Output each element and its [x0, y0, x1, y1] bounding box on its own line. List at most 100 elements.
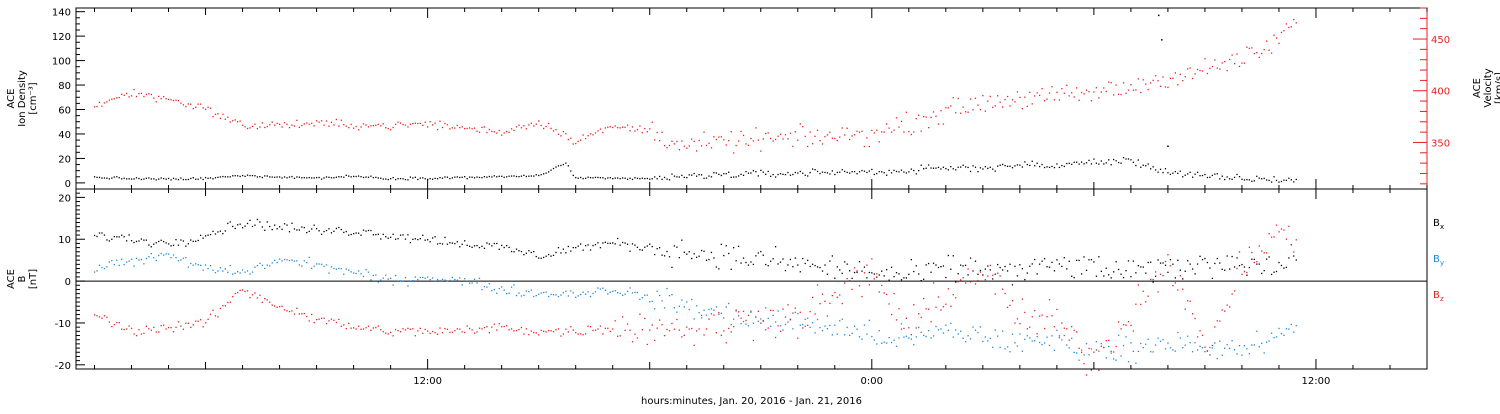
bz-point: [496, 329, 498, 331]
by-point: [557, 295, 560, 298]
bx-point: [281, 228, 283, 230]
bz-point: [397, 330, 399, 332]
bx-point: [1127, 260, 1130, 262]
bx-point: [503, 246, 505, 249]
density-point: [1191, 176, 1194, 178]
velocity-point: [229, 121, 231, 123]
bz-point: [402, 328, 404, 330]
bx-point: [634, 244, 636, 246]
velocity-point: [232, 120, 234, 122]
by-point: [572, 292, 574, 294]
by-point: [688, 308, 690, 311]
bz-point: [239, 289, 241, 292]
density-point: [1061, 164, 1063, 167]
by-point: [1172, 349, 1174, 351]
density-point: [905, 172, 908, 174]
by-point: [1048, 344, 1051, 347]
by-point: [1100, 343, 1102, 345]
bz-point: [165, 328, 167, 330]
velocity-point: [708, 142, 710, 144]
bz-point: [979, 271, 982, 273]
density-point: [204, 176, 207, 179]
velocity-point: [809, 131, 811, 133]
bz-point: [994, 293, 996, 295]
by-point: [111, 259, 113, 262]
bz-point: [555, 329, 557, 331]
bz-point: [757, 310, 759, 312]
bz-point: [742, 310, 745, 313]
density-point: [937, 166, 940, 169]
bx-point: [908, 273, 910, 276]
by-point: [809, 326, 811, 329]
density-point: [750, 172, 752, 174]
bx-point: [439, 242, 441, 245]
bz-point: [1263, 252, 1265, 254]
velocity-point: [367, 126, 370, 128]
bx-point: [668, 256, 671, 258]
by-point: [106, 266, 108, 268]
by-point: [1226, 344, 1228, 346]
bz-point: [367, 325, 370, 327]
density-point: [1066, 162, 1068, 165]
bx-point: [158, 240, 160, 243]
by-point: [330, 266, 333, 268]
velocity-point: [683, 145, 685, 147]
by-point: [1056, 329, 1058, 331]
bx-point: [787, 264, 789, 266]
velocity-point: [728, 140, 730, 142]
bx-point: [1238, 264, 1241, 267]
density-point: [281, 177, 283, 179]
velocity-point: [871, 129, 873, 132]
bz-point: [807, 324, 809, 326]
bz-point: [1268, 232, 1270, 235]
density-point: [631, 178, 634, 181]
density-point: [520, 175, 523, 177]
density-point: [1056, 163, 1058, 165]
by-point: [656, 290, 658, 293]
bz-point: [1270, 236, 1273, 238]
bx-point: [212, 230, 214, 233]
density-point: [1288, 177, 1290, 179]
bx-point: [436, 243, 439, 245]
bz-point: [592, 329, 594, 332]
bz-point: [858, 285, 861, 287]
velocity-point: [543, 127, 545, 130]
by-point: [779, 325, 782, 327]
velocity-tick-label: 400: [1431, 87, 1450, 98]
velocity-point: [167, 98, 170, 101]
bx-point: [1209, 267, 1211, 269]
velocity-point: [1093, 91, 1095, 93]
by-point: [937, 329, 940, 331]
by-point: [644, 294, 646, 296]
velocity-point: [330, 121, 333, 123]
velocity-point: [831, 137, 834, 139]
density-point: [1043, 166, 1046, 169]
bz-point: [1154, 271, 1157, 273]
bz-point: [1053, 326, 1056, 328]
velocity-point: [742, 134, 745, 137]
velocity-point: [547, 122, 550, 125]
bx-point: [153, 243, 155, 245]
bz-point: [982, 274, 984, 276]
bx-point: [1280, 264, 1283, 267]
velocity-point: [967, 111, 969, 113]
velocity-point: [466, 127, 468, 130]
velocity-point: [313, 125, 315, 127]
bx-point: [239, 223, 241, 225]
density-point: [417, 178, 419, 181]
velocity-point: [856, 130, 858, 132]
density-point: [441, 177, 444, 179]
bz-point: [703, 334, 705, 336]
bx-point: [1051, 261, 1053, 263]
bz-point: [905, 317, 908, 319]
density-point: [607, 177, 609, 179]
bz-point: [180, 325, 182, 327]
bx-point: [501, 244, 503, 247]
velocity-point: [106, 101, 108, 103]
bx-point: [547, 253, 550, 256]
by-point: [737, 315, 740, 317]
velocity-point: [735, 144, 737, 147]
bz-point: [375, 326, 377, 329]
density-point: [925, 167, 927, 169]
